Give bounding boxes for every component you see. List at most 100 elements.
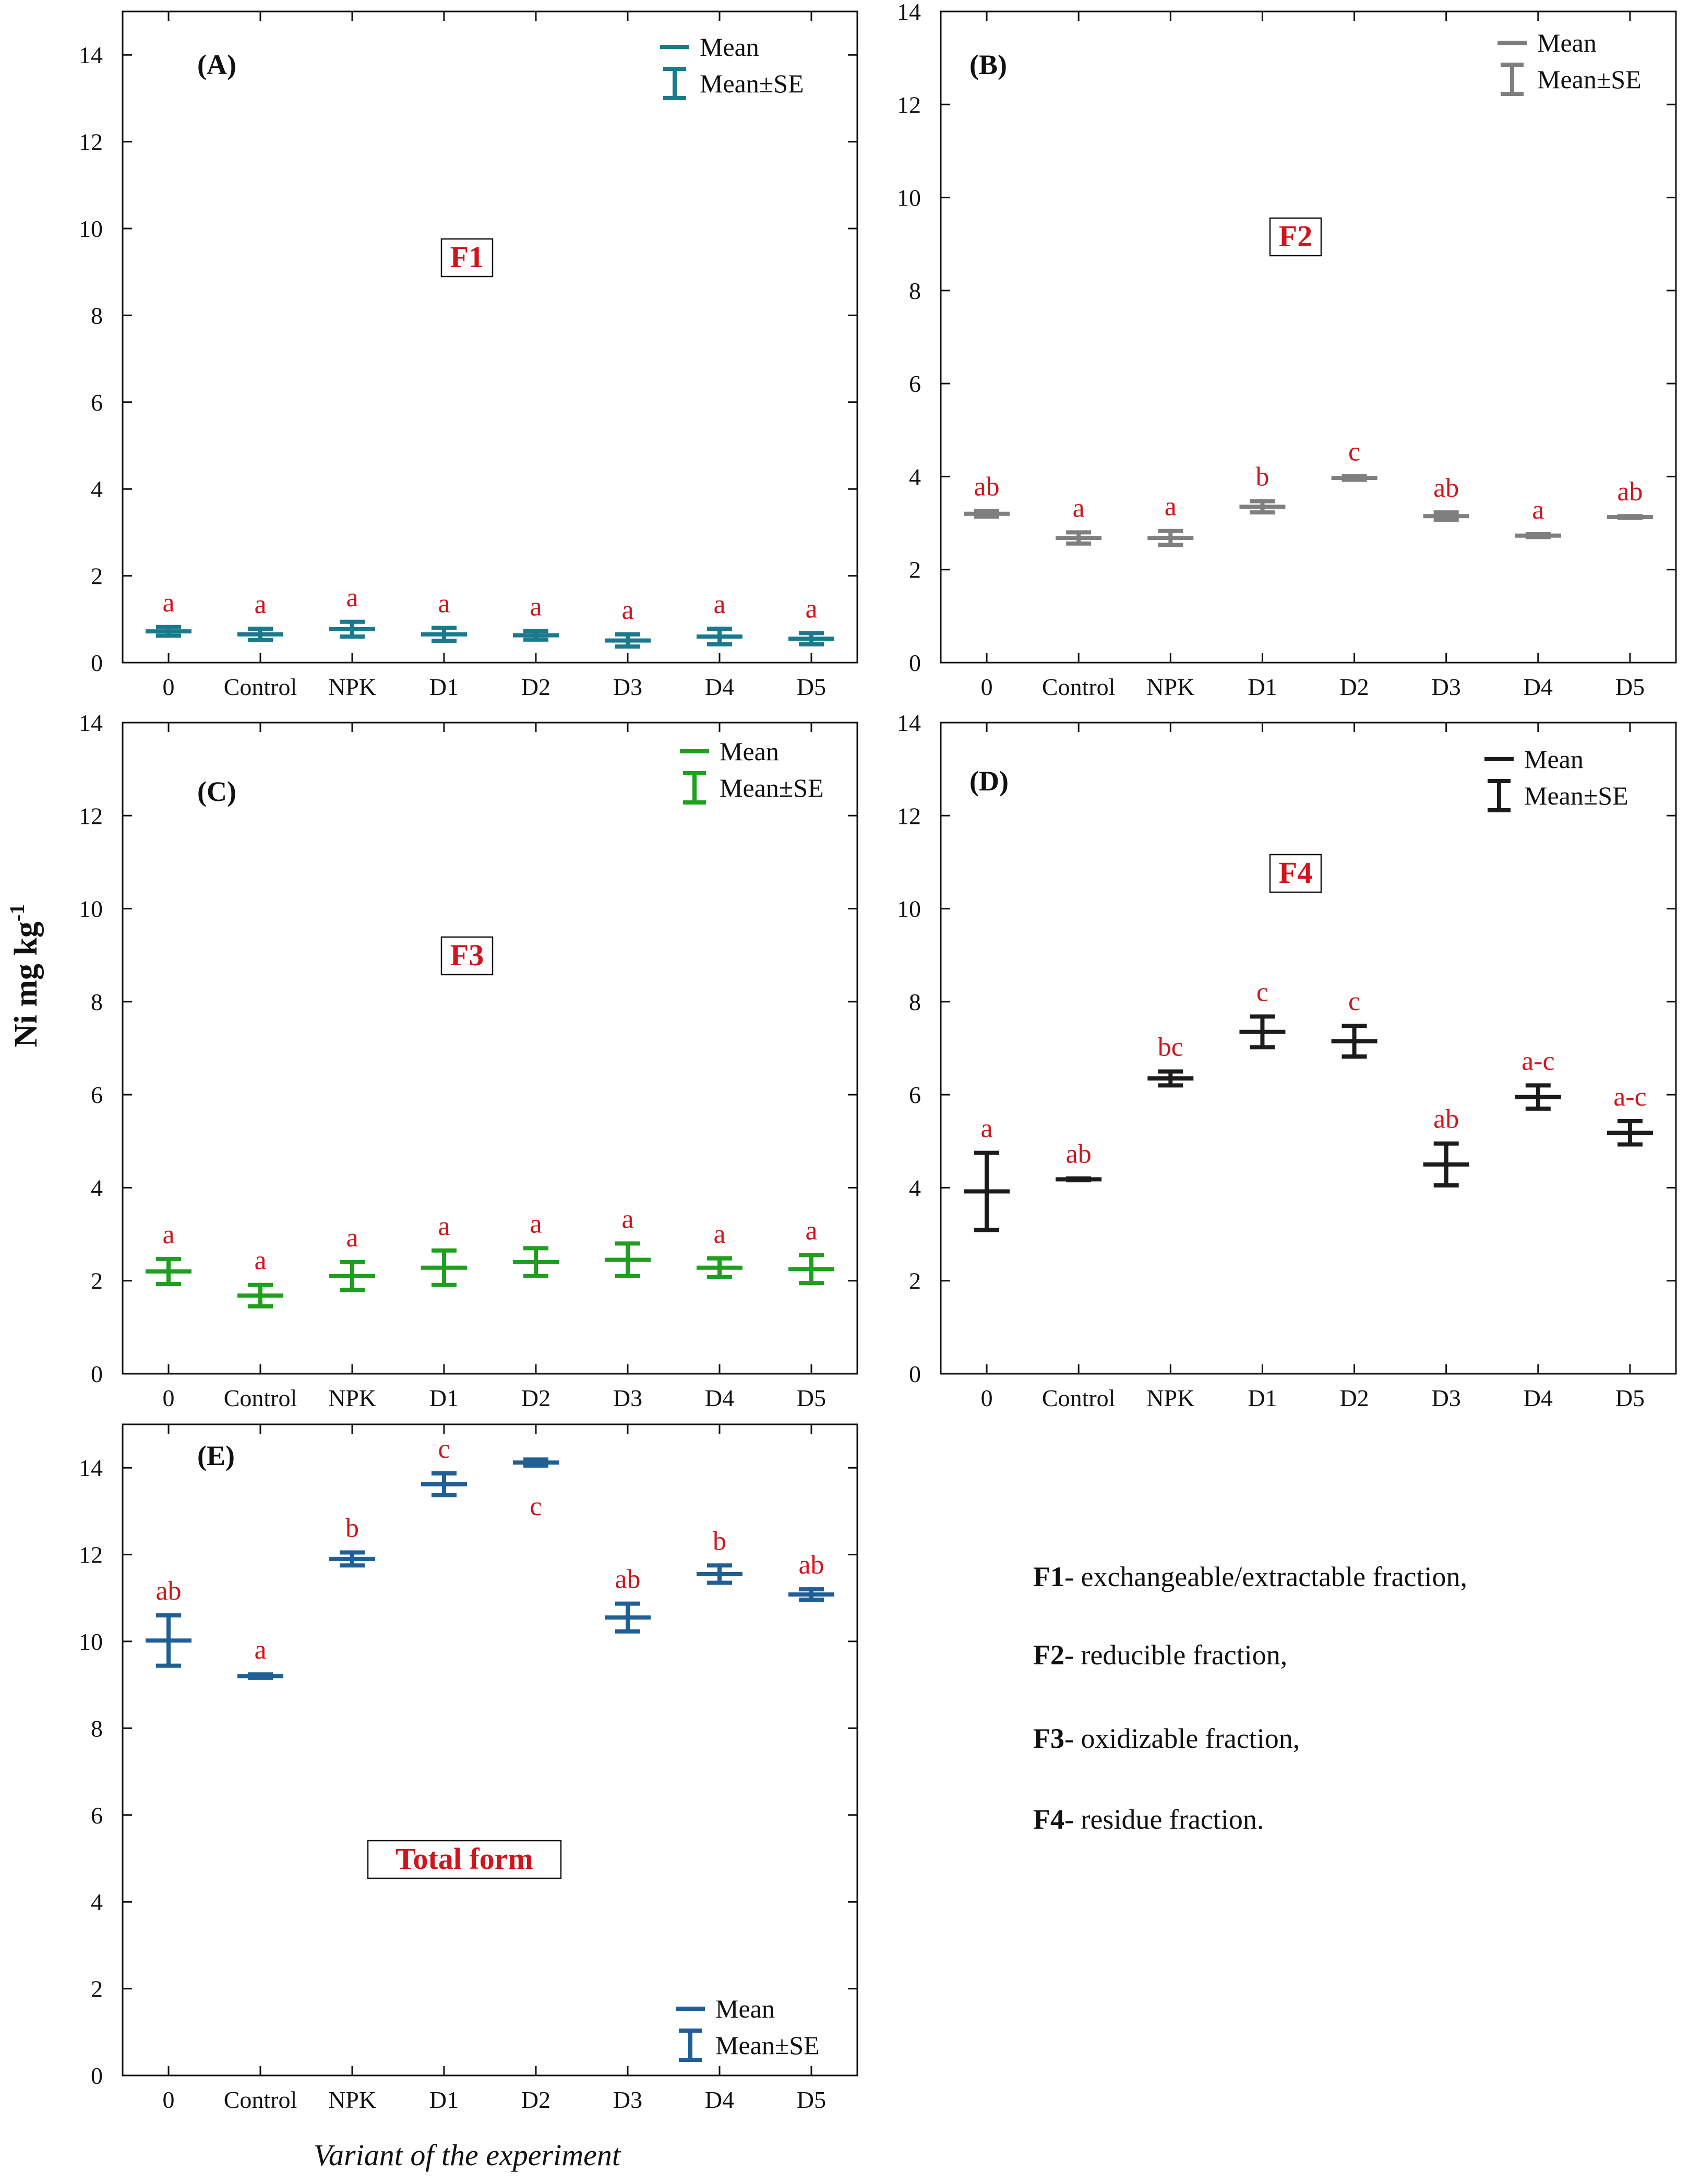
y-tick-label: 0 [91,1361,103,1387]
significance-letter: c [438,1434,450,1464]
panel-letter: (B) [969,49,1007,80]
errorbar-point [788,631,834,647]
legend-mean-label: Mean [1524,745,1584,774]
y-tick-label: 12 [897,91,921,118]
x-tick-label: Control [224,2086,297,2113]
errorbar-point [421,626,467,643]
x-tick-label: 0 [163,1385,175,1411]
significance-letter: a [254,1635,266,1665]
y-tick-label: 10 [79,896,103,922]
significance-letter: a [162,1220,174,1250]
x-tick-label: D5 [797,1385,826,1411]
fraction-label-box [367,1840,562,1879]
plot-frame [940,10,1677,664]
x-tick-label: D2 [521,1385,550,1411]
errorbar-point [329,619,375,639]
significance-letter: a-c [1522,1046,1554,1076]
significance-letter: a [713,590,725,619]
y-tick-label: 4 [91,1174,103,1201]
significance-letter: ab [1617,477,1643,507]
errorbar-point [1147,1069,1194,1088]
errorbar-point [1056,530,1102,546]
panel-letter: (C) [197,776,236,807]
y-tick-label: 6 [91,1082,103,1108]
significance-letter: b [345,1513,359,1543]
errorbar-point [788,1587,834,1602]
legend-mean-label: Mean [700,32,759,62]
y-tick-label: 8 [91,989,103,1015]
x-tick-label: 0 [163,2086,175,2113]
y-tick-label: 14 [897,710,921,736]
fraction-label: F1 [450,240,484,274]
x-tick-label: D2 [521,674,550,700]
y-tick-label: 2 [909,1268,921,1294]
significance-letter: a [1165,492,1177,522]
panel-letter: (E) [197,1440,235,1471]
legend: Mean Mean±SE [1498,28,1642,96]
x-tick-label: D4 [705,674,734,700]
y-tick-label: 2 [91,1268,103,1294]
errorbar-point [1423,510,1469,522]
errorbar-point [1607,1119,1653,1147]
y-axis-label: Ni mg kg-1 [5,904,44,1047]
x-tick-label: Control [1042,1385,1116,1411]
y-tick-label: 2 [91,1976,103,2002]
panel-letter: (A) [197,49,236,80]
x-tick-label: D1 [429,2086,459,2113]
legend: Mean Mean±SE [660,32,804,100]
y-tick-label: 8 [909,989,921,1015]
errorbar-point [1331,474,1377,482]
significance-letter: a [254,1246,266,1276]
x-tick-label: D2 [521,2086,550,2113]
errorbar-point [1056,1176,1102,1183]
errorbar-point [421,1248,467,1287]
y-tick-label: 8 [91,1715,103,1742]
errorbar-point [237,1672,283,1680]
panels: 0 2 4 6 8 10 12 14 0 Control NPK D1 D2 D3 D4 D5 a a a a a a a a… [79,0,1677,2113]
plot-frame [122,722,858,1375]
x-tick-label: NPK [328,1385,376,1411]
legend-se-label: Mean±SE [700,69,804,98]
errorbar-point [964,509,1010,519]
fraction-label-box [440,936,494,976]
x-tick-label: D3 [613,1385,642,1411]
note-f1: F1- exchangeable/extractable fraction, [1033,1561,1467,1592]
significance-letter: a [438,589,450,618]
significance-letter: ab [798,1550,824,1580]
errorbar-point [513,1457,559,1468]
errorbar-point [1331,1024,1377,1059]
x-tick-label: D5 [797,2086,826,2113]
significance-letter: bc [1158,1033,1183,1062]
significance-letter: a [805,1216,817,1246]
significance-letter: a [346,1223,358,1253]
x-tick-label: D1 [1248,1385,1277,1411]
errorbar-point [788,1253,834,1286]
x-tick-label: D1 [429,1385,459,1411]
y-tick-label: 6 [909,1082,921,1108]
y-tick-label: 10 [79,1628,103,1655]
errorbar-point [964,1150,1010,1232]
fraction-label: F3 [450,938,484,972]
plot-frame [122,1423,858,2077]
x-tick-label: D1 [429,674,459,700]
significance-letter: a [254,590,266,619]
legend-mean-label: Mean [1537,28,1597,57]
y-tick-label: 0 [909,1361,921,1387]
legend: Mean Mean±SE [1484,745,1628,812]
errorbar-point [146,1613,191,1668]
significance-letter: a [438,1211,450,1241]
y-axis-label-sup: -1 [5,904,29,921]
errorbar-point [605,1601,651,1634]
errorbar-point [697,627,742,647]
note-f4: F4- residue fraction. [1033,1804,1264,1835]
x-tick-label: D1 [1248,674,1277,700]
significance-letter: a [1532,495,1544,525]
y-tick-label: 0 [909,650,921,676]
x-tick-label: D4 [705,1385,734,1411]
errorbar-point [421,1471,467,1497]
x-tick-label: NPK [328,674,376,700]
x-tick-label: 0 [981,1385,993,1411]
panel-letter: (D) [969,765,1009,797]
